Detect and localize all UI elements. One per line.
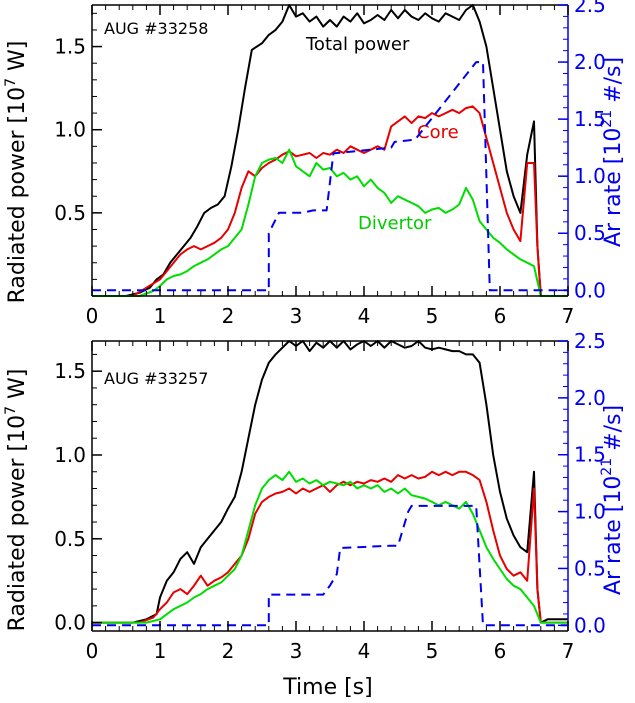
x-tick-label-top: 4 bbox=[358, 304, 371, 328]
series-ar-line-top bbox=[92, 61, 568, 292]
x-tick-label-top: 3 bbox=[290, 304, 303, 328]
panel-top: AUG #33258 Total power Core Divertor bbox=[104, 19, 459, 234]
panel-bottom: AUG #33257 bbox=[104, 369, 208, 388]
label-core: Core bbox=[417, 122, 459, 143]
x-tick-label-top: 7 bbox=[562, 304, 575, 328]
y-left-title-bottom-unit: W] bbox=[5, 369, 30, 406]
panel-top-title: AUG #33258 bbox=[104, 19, 208, 38]
y-right-title-top-main: Ar rate [10 bbox=[601, 128, 626, 247]
y-right-title-bottom-exp: 21 bbox=[599, 458, 615, 476]
panel-bottom-title: AUG #33257 bbox=[104, 369, 208, 388]
y-right-tick-label-bottom: 2.0 bbox=[574, 386, 606, 410]
y-left-tick-label-bottom: 0.5 bbox=[54, 527, 86, 551]
y-right-title-top-exp: 21 bbox=[599, 110, 615, 128]
y-left-title-bottom-main: Radiated power [10 bbox=[5, 415, 30, 632]
x-tick-label-top: 6 bbox=[494, 304, 507, 328]
series-divertor-line-top bbox=[92, 148, 568, 297]
y-left-tick-label-top: 0.5 bbox=[54, 201, 86, 225]
y-left-tick-label-bottom: 0.0 bbox=[54, 611, 86, 635]
y-right-tick-label-bottom: 1.5 bbox=[574, 443, 606, 467]
panel-bottom-plot: 0 1 2 3 4 5 6 70.00.51.01.50.00.51.01.52.02.5 bbox=[54, 329, 606, 663]
series-total-line-top bbox=[92, 4, 568, 297]
y-left-tick-label-bottom: 1.0 bbox=[54, 443, 86, 467]
series-core-line-top bbox=[92, 105, 568, 297]
label-total-power: Total power bbox=[305, 34, 410, 55]
x-tick-label-top: 0 bbox=[86, 304, 99, 328]
x-tick-label-bottom: 3 bbox=[290, 639, 303, 663]
y-left-title-bottom-exp: 7 bbox=[3, 406, 19, 415]
y-left-axis-title-bottom: Radiated power [107 W] bbox=[3, 369, 30, 632]
y-left-axis-title-top: Radiated power [107 W] bbox=[3, 41, 30, 304]
x-axis-title: Time [s] bbox=[282, 675, 372, 700]
y-right-title-top-unit: #/s] bbox=[601, 57, 626, 110]
y-right-tick-label-top: 0.5 bbox=[574, 221, 606, 245]
y-right-tick-label-bottom: 1.0 bbox=[574, 500, 606, 524]
x-tick-label-bottom: 7 bbox=[562, 639, 575, 663]
x-tick-label-top: 2 bbox=[222, 304, 235, 328]
y-right-tick-label-bottom: 0.5 bbox=[574, 556, 606, 580]
y-left-tick-label-top: 1.0 bbox=[54, 118, 86, 142]
y-right-tick-label-top: 1.0 bbox=[574, 164, 606, 188]
y-right-tick-label-top: 1.5 bbox=[574, 107, 606, 131]
y-right-axis-title-top: Ar rate [1021 #/s] bbox=[599, 57, 626, 247]
y-right-tick-label-top: 0.0 bbox=[574, 278, 606, 302]
x-tick-label-bottom: 2 bbox=[222, 639, 235, 663]
x-tick-label-bottom: 5 bbox=[426, 639, 439, 663]
y-right-tick-label-bottom: 0.0 bbox=[574, 613, 606, 637]
x-tick-label-bottom: 6 bbox=[494, 639, 507, 663]
x-tick-label-bottom: 4 bbox=[358, 639, 371, 663]
y-right-axis-title-bottom: Ar rate [1021 #/s] bbox=[599, 405, 626, 595]
y-right-title-bottom-main: Ar rate [10 bbox=[601, 476, 626, 595]
x-tick-label-bottom: 0 bbox=[86, 639, 99, 663]
y-right-tick-label-top: 2.5 bbox=[574, 0, 606, 17]
series-ar-line-bottom bbox=[92, 504, 568, 627]
y-left-tick-label-top: 1.5 bbox=[54, 35, 86, 59]
series-divertor-line-bottom bbox=[92, 470, 568, 624]
y-right-tick-label-bottom: 2.5 bbox=[574, 329, 606, 353]
x-tick-label-bottom: 1 bbox=[154, 639, 167, 663]
panel-top-plot: 0 1 2 3 4 5 6 7 0.5 1.0 1.5 0.0 0.5 1.0 1.5 2.0 2.5 bbox=[54, 0, 606, 328]
x-tick-label-top: 1 bbox=[154, 304, 167, 328]
chart-marks: 0 1 2 3 4 5 6 7 0.5 1.0 1.5 0.0 0.5 1.0 1.5 2.0 2.5 0 1 2 3 4… bbox=[54, 0, 606, 663]
y-left-title-top-exp: 7 bbox=[3, 78, 19, 87]
y-left-title-top-main: Radiated power [10 bbox=[5, 87, 30, 304]
label-divertor: Divertor bbox=[358, 213, 432, 234]
y-right-tick-label-top: 2.0 bbox=[574, 50, 606, 74]
y-right-title-bottom-unit: #/s] bbox=[601, 405, 626, 458]
x-tick-label-top: 5 bbox=[426, 304, 439, 328]
y-left-tick-label-bottom: 1.5 bbox=[54, 359, 86, 383]
series-total-line-bottom bbox=[92, 340, 568, 624]
y-left-title-top-unit: W] bbox=[5, 41, 30, 78]
